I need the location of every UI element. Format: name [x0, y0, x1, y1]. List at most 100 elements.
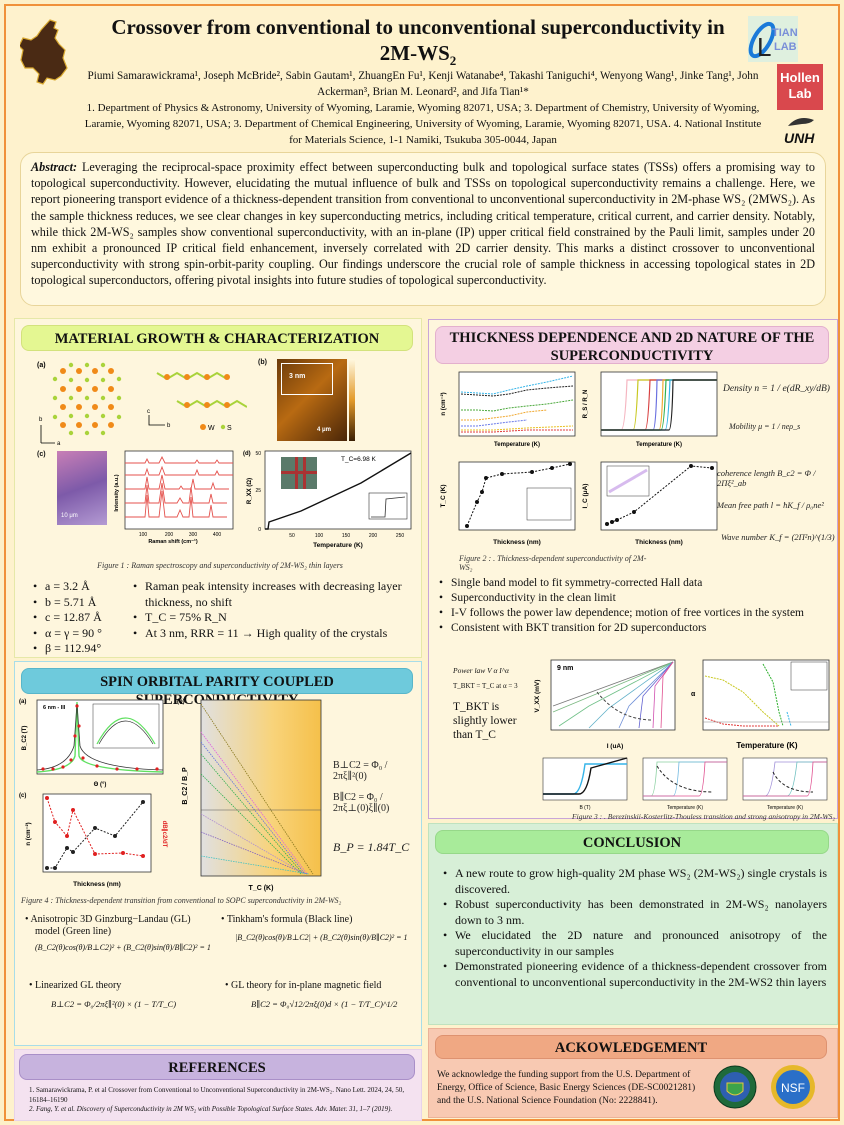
acknowledgement-text: We acknowledge the funding support from …	[437, 1070, 696, 1106]
tian-lab-icon: L TIAN LAB	[748, 21, 798, 62]
list-item: Single band model to fit symmetry-correc…	[439, 576, 829, 591]
section-title: THICKNESS DEPENDENCE AND 2D NATURE OF TH…	[435, 326, 829, 364]
thickness-dependence-section: THICKNESS DEPENDENCE AND 2D NATURE OF TH…	[428, 319, 838, 821]
section-title: REFERENCES	[19, 1054, 415, 1080]
material-growth-section: MATERIAL GROWTH & CHARACTERIZATION (a) b…	[14, 318, 422, 658]
lattice-parameters-list: a = 3.2 Å b = 5.71 Å c = 12.87 Å α = γ =…	[33, 579, 143, 657]
figure2-caption: Figure 2 : . Thickness-dependent superco…	[459, 554, 647, 572]
svg-text:TIAN: TIAN	[772, 27, 798, 39]
list-item: Raman peak intensity increases with decr…	[133, 579, 413, 610]
svg-text:Thickness (nm): Thickness (nm)	[73, 881, 121, 888]
svg-text:c: c	[147, 409, 150, 415]
conclusion-section: CONCLUSION A new route to grow high-qual…	[428, 823, 838, 1025]
svg-text:n (cm⁻²): n (cm⁻²)	[25, 822, 32, 845]
afm-colorbar	[349, 359, 355, 441]
parallel-bc2-equation: B∥C2 = Φ₀ / 2πξ⊥(0)ξ∥(0)	[333, 792, 390, 814]
svg-text:50: 50	[255, 451, 261, 457]
raman-spectra-chart: Raman shift (cm⁻¹) Intensity (a.u.) 100 2…	[114, 450, 234, 545]
svg-text:n (cm⁻²): n (cm⁻²)	[440, 392, 447, 415]
svg-text:R_XX (Ω): R_XX (Ω)	[247, 478, 253, 504]
figure1-caption: Figure 1 : Raman spectroscopy and superc…	[97, 561, 343, 570]
list-item: A new route to grow high-quality 2M phas…	[443, 866, 827, 897]
list-item: a = 3.2 Å	[33, 579, 143, 595]
svg-text:Temperature (K): Temperature (K)	[736, 741, 798, 750]
poster-title: Crossover from conventional to unconvent…	[111, 15, 725, 69]
svg-text:I_C (μA): I_C (μA)	[582, 484, 589, 509]
list-item: Demonstrated pioneering evidence of a th…	[443, 959, 827, 990]
unh-logo: UNH	[780, 114, 822, 146]
list-item: β = 112.94°	[33, 641, 143, 657]
svg-text:100: 100	[315, 533, 324, 539]
list-item: Robust superconductivity has been demons…	[443, 897, 827, 928]
perpendicular-bc2-equation: B⊥C2 = Φ₀ / 2πξ∥²(0)	[333, 760, 388, 782]
svg-text:B_C2 (T): B_C2 (T)	[22, 726, 28, 751]
list-item: T_C = 75% R_N	[133, 610, 413, 626]
section-title: SPIN ORBITAL PARITY COUPLED SUPERCONDUCT…	[21, 668, 413, 708]
svg-text:Raman shift (cm⁻¹): Raman shift (cm⁻¹)	[148, 538, 198, 545]
svg-text:300: 300	[189, 532, 198, 538]
power-law-label: Power law V α I^α	[453, 666, 509, 675]
crystal-structure-figure: (a) b a c b W S	[37, 362, 247, 447]
svg-text:(a): (a)	[37, 362, 46, 369]
svg-text:dB∥c2/dT: dB∥c2/dT	[161, 821, 168, 848]
svg-text:W: W	[208, 425, 215, 432]
critical-field-vs-tc-chart: (b) T_C (K) B_C2 / B_P	[177, 699, 322, 892]
svg-text:NSF: NSF	[781, 1081, 805, 1095]
svg-text:0: 0	[258, 527, 261, 533]
tbkt-equation: T_BKT = T_C at α = 3	[453, 682, 518, 690]
unh-wildcat-icon: UNH	[784, 118, 815, 146]
alpha-vs-temperature-chart: Temperature (K) α	[691, 659, 830, 750]
mean-free-path-equation: Mean free path l = ħK_f / ρ₀ne²	[717, 500, 824, 510]
poster-header: Crossover from conventional to unconvent…	[6, 6, 838, 146]
abstract-box: Abstract: Leveraging the reciprocal-spac…	[20, 152, 826, 306]
svg-text:b: b	[167, 423, 171, 429]
list-item: Superconductivity in the clean limit	[439, 591, 829, 606]
svg-text:9 nm: 9 nm	[557, 665, 573, 672]
svg-text:Θ (°): Θ (°)	[94, 782, 107, 788]
svg-text:α: α	[691, 691, 696, 698]
svg-text:200: 200	[165, 532, 174, 538]
svg-text:250: 250	[396, 533, 405, 539]
svg-text:T_C=6.98 K: T_C=6.98 K	[341, 456, 377, 463]
angular-critical-field-chart: (a) 6 nm - III Θ (°) B_C2 (T)	[19, 699, 164, 788]
tian-lab-logo: L TIAN LAB	[748, 16, 798, 62]
acknowledgement-section: ACKOWLEDGEMENT We acknowledge the fundin…	[428, 1028, 838, 1118]
svg-text:b: b	[39, 417, 43, 423]
figure3-caption: Figure 3 : . Berezinskii-Kosterlitz-Thou…	[572, 812, 835, 821]
reference-list: 1. Samarawickrama, P. et al Crossover fr…	[29, 1086, 413, 1115]
density-equation: Density n = 1 / e(dR_xy/dB)	[723, 384, 830, 394]
hollen-lab-logo: Hollen Lab	[777, 64, 823, 110]
svg-text:50: 50	[289, 533, 295, 539]
svg-text:Thickness (nm): Thickness (nm)	[493, 539, 541, 546]
list-item: Consistent with BKT transition for 2D su…	[439, 621, 829, 636]
section-title: CONCLUSION	[435, 830, 829, 854]
section-title: MATERIAL GROWTH & CHARACTERIZATION	[21, 325, 413, 351]
svg-text:UNH: UNH	[784, 130, 815, 146]
linearized-gl-block: • Linearized GL theory B⊥C2 = Φ₀/2πξ∥²(0…	[29, 980, 177, 1009]
optical-image: 10 μm	[57, 451, 107, 525]
bucking-horse-logo-icon	[20, 19, 68, 85]
list-item: α = γ = 90 °	[33, 626, 143, 642]
author-list: Piumi Samarawickrama¹, Joseph McBride², …	[87, 70, 759, 98]
tbkt-note: T_BKT is slightly lower than T_C	[453, 701, 517, 741]
poster: Crossover from conventional to unconvent…	[4, 4, 840, 1121]
tinkham-formula-block: • Tinkham's formula (Black line) |B_C2(θ…	[221, 914, 408, 942]
svg-text:(a): (a)	[19, 699, 26, 705]
svg-text:B (T): B (T)	[579, 805, 590, 811]
afm-image: 3 nm 4 μm	[277, 359, 347, 441]
reference-item: 2. Fang, Y. et al. Discovery of Supercon…	[29, 1105, 393, 1113]
svg-text:100: 100	[139, 532, 148, 538]
svg-text:200: 200	[369, 533, 378, 539]
coherence-length-equation: coherence length B_c2 = Φ / 2Πξ²_ab	[717, 468, 816, 488]
section-title: ACKOWLEDGEMENT	[435, 1035, 827, 1059]
carrier-density-chart: Temperature (K) n (cm⁻²)	[440, 371, 576, 448]
wave-number-equation: Wave number K_f = (2Π²n)^(1/3)	[721, 532, 835, 542]
list-item: I-V follows the power law dependence; mo…	[439, 606, 829, 621]
svg-text:6 nm - III: 6 nm - III	[43, 705, 66, 711]
density-vs-thickness-chart: (c) Thickness (nm) n (cm⁻²) dB∥c2/dT	[19, 793, 168, 888]
svg-text:a: a	[57, 441, 61, 447]
svg-text:T_C (K): T_C (K)	[249, 885, 274, 892]
list-item: b = 5.71 Å	[33, 595, 143, 611]
list-item: At 3 nm, RRR = 11 → High quality of the …	[133, 626, 413, 642]
references-section: REFERENCES 1. Samarawickrama, P. et al C…	[14, 1049, 422, 1121]
